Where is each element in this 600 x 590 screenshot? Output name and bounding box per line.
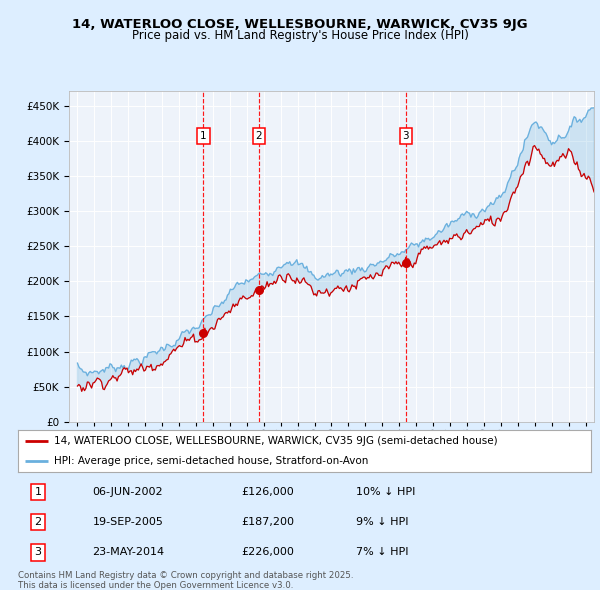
Text: £226,000: £226,000 bbox=[241, 548, 295, 558]
Text: 7% ↓ HPI: 7% ↓ HPI bbox=[356, 548, 409, 558]
Text: 3: 3 bbox=[403, 131, 409, 141]
Text: This data is licensed under the Open Government Licence v3.0.: This data is licensed under the Open Gov… bbox=[18, 581, 293, 589]
Text: Contains HM Land Registry data © Crown copyright and database right 2025.: Contains HM Land Registry data © Crown c… bbox=[18, 571, 353, 579]
Text: £126,000: £126,000 bbox=[241, 487, 294, 497]
Text: 19-SEP-2005: 19-SEP-2005 bbox=[92, 517, 163, 527]
Text: HPI: Average price, semi-detached house, Stratford-on-Avon: HPI: Average price, semi-detached house,… bbox=[53, 455, 368, 466]
Text: 9% ↓ HPI: 9% ↓ HPI bbox=[356, 517, 409, 527]
Text: £187,200: £187,200 bbox=[241, 517, 295, 527]
Text: 2: 2 bbox=[34, 517, 41, 527]
Text: 3: 3 bbox=[35, 548, 41, 558]
Text: 1: 1 bbox=[200, 131, 206, 141]
Text: 06-JUN-2002: 06-JUN-2002 bbox=[92, 487, 163, 497]
Text: 2: 2 bbox=[256, 131, 262, 141]
Text: Price paid vs. HM Land Registry's House Price Index (HPI): Price paid vs. HM Land Registry's House … bbox=[131, 30, 469, 42]
Text: 14, WATERLOO CLOSE, WELLESBOURNE, WARWICK, CV35 9JG: 14, WATERLOO CLOSE, WELLESBOURNE, WARWIC… bbox=[72, 18, 528, 31]
Text: 14, WATERLOO CLOSE, WELLESBOURNE, WARWICK, CV35 9JG (semi-detached house): 14, WATERLOO CLOSE, WELLESBOURNE, WARWIC… bbox=[53, 436, 497, 446]
Text: 23-MAY-2014: 23-MAY-2014 bbox=[92, 548, 164, 558]
Text: 1: 1 bbox=[35, 487, 41, 497]
Text: 10% ↓ HPI: 10% ↓ HPI bbox=[356, 487, 415, 497]
